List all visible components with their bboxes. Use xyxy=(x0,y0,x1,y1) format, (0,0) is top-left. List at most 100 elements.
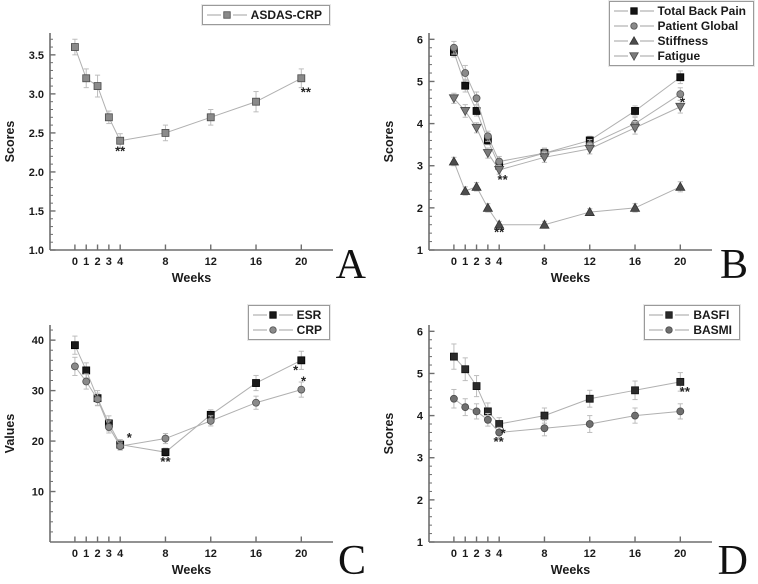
marker-square xyxy=(269,310,277,319)
series-fatigue xyxy=(448,92,686,176)
x-tick-label: 1 xyxy=(83,548,89,560)
legend-esr-crp: ESR CRP xyxy=(247,305,330,340)
panel-letter-D: D xyxy=(717,538,748,584)
marker-square xyxy=(161,448,170,457)
x-tick-label: 4 xyxy=(496,548,503,560)
marker-circle xyxy=(461,403,470,412)
x-tick-label: 16 xyxy=(629,548,641,560)
x-tick-label: 0 xyxy=(72,256,78,268)
x-tick-label: 1 xyxy=(462,548,468,560)
significance-annotation: ** xyxy=(680,384,691,399)
marker-circle xyxy=(483,132,492,141)
marker-square xyxy=(82,366,91,375)
legend-label: Stiffness xyxy=(657,33,709,48)
marker-triangle-down xyxy=(460,107,471,117)
marker-circle xyxy=(631,411,639,420)
legend-item: ESR xyxy=(252,307,322,322)
marker-circle xyxy=(161,434,170,443)
legend-marker-circle-icon xyxy=(613,21,654,30)
marker-circle xyxy=(116,442,125,451)
legend-item: CRP xyxy=(252,322,322,337)
marker-circle xyxy=(472,407,481,416)
legend-label: Patient Global xyxy=(657,18,739,33)
x-axis-title: Weeks xyxy=(172,271,211,285)
marker-square xyxy=(297,356,306,365)
series-line xyxy=(74,46,302,142)
x-tick-label: 12 xyxy=(584,548,596,560)
y-tick-label: 1 xyxy=(417,245,423,257)
legend-item: BASFI xyxy=(649,307,732,322)
panel-D: 1 2 3 4 5 6 0 1 2 3 4 8 12 16 20 Weeks Scores * ** ** BASFI… xyxy=(379,292,758,584)
marker-triangle-up xyxy=(628,35,639,45)
significance-annotation: ** xyxy=(115,144,126,159)
legend-item: Patient Global xyxy=(613,18,746,33)
series-asdas-crp xyxy=(71,38,306,149)
x-tick-label: 0 xyxy=(451,548,457,560)
panel-letter-B: B xyxy=(719,242,748,288)
y-tick-label: 2 xyxy=(417,495,423,507)
marker-square xyxy=(252,97,260,106)
series-crp xyxy=(71,356,306,451)
y-tick-label: 3 xyxy=(417,161,423,173)
marker-circle xyxy=(540,424,549,433)
x-axis-title: Weeks xyxy=(551,271,590,285)
significance-annotation: ** xyxy=(494,225,505,240)
x-tick-label: 16 xyxy=(250,548,262,560)
marker-triangle-down xyxy=(629,123,641,134)
legend-basfi-basmi: BASFI BASMI xyxy=(644,305,740,340)
y-axis-title: Values xyxy=(3,414,17,454)
legend-marker-square-icon xyxy=(252,310,293,319)
legend-marker-square-icon xyxy=(206,10,247,19)
marker-triangle-down xyxy=(628,51,639,61)
x-tick-label: 1 xyxy=(83,256,89,268)
legend-item: ASDAS-CRP xyxy=(206,7,322,22)
marker-triangle-up xyxy=(482,202,494,212)
y-tick-label: 5 xyxy=(417,368,423,380)
y-tick-label: 3 xyxy=(417,453,423,465)
x-tick-label: 8 xyxy=(162,256,168,268)
marker-square xyxy=(676,73,685,82)
x-tick-label: 3 xyxy=(106,256,112,268)
panel-A: 1.0 1.5 2.0 2.5 3.0 3.5 0 1 2 3 4 8 12 16 20 Weeks Score… xyxy=(0,0,379,292)
marker-triangle-down xyxy=(482,149,494,159)
series-line xyxy=(74,366,302,447)
marker-circle xyxy=(665,325,673,334)
series-esr xyxy=(71,335,306,457)
marker-square xyxy=(206,113,215,122)
marker-square xyxy=(116,136,125,145)
marker-triangle-up xyxy=(448,156,460,166)
legend-item: Stiffness xyxy=(613,33,746,48)
marker-triangle-down xyxy=(675,102,686,113)
x-tick-label: 3 xyxy=(106,548,112,560)
marker-square xyxy=(665,310,673,319)
marker-triangle-down xyxy=(539,153,550,163)
x-axis-title: Weeks xyxy=(172,563,211,577)
x-tick-label: 20 xyxy=(674,548,686,560)
significance-annotation: * xyxy=(301,374,307,389)
marker-triangle-up xyxy=(629,202,641,212)
x-tick-label: 16 xyxy=(250,256,262,268)
y-tick-label: 3.0 xyxy=(29,89,44,101)
marker-circle xyxy=(676,407,685,416)
marker-square xyxy=(585,394,594,403)
marker-circle xyxy=(450,394,458,403)
y-tick-label: 6 xyxy=(417,34,423,46)
legend-marker-circle-icon xyxy=(649,325,690,334)
series-line xyxy=(74,344,302,453)
marker-square xyxy=(472,107,481,115)
marker-circle xyxy=(461,69,470,77)
marker-square xyxy=(629,6,638,15)
y-tick-label: 10 xyxy=(32,487,44,499)
significance-annotation: ** xyxy=(494,434,505,449)
marker-circle xyxy=(269,325,277,334)
legend-label: Fatigue xyxy=(657,48,701,63)
legend-marker-circle-icon xyxy=(252,325,293,334)
marker-square xyxy=(104,113,113,122)
x-tick-label: 2 xyxy=(473,548,479,560)
marker-circle xyxy=(71,362,79,371)
marker-triangle-down xyxy=(448,94,460,104)
y-tick-label: 1 xyxy=(417,537,423,549)
marker-square xyxy=(472,382,481,390)
